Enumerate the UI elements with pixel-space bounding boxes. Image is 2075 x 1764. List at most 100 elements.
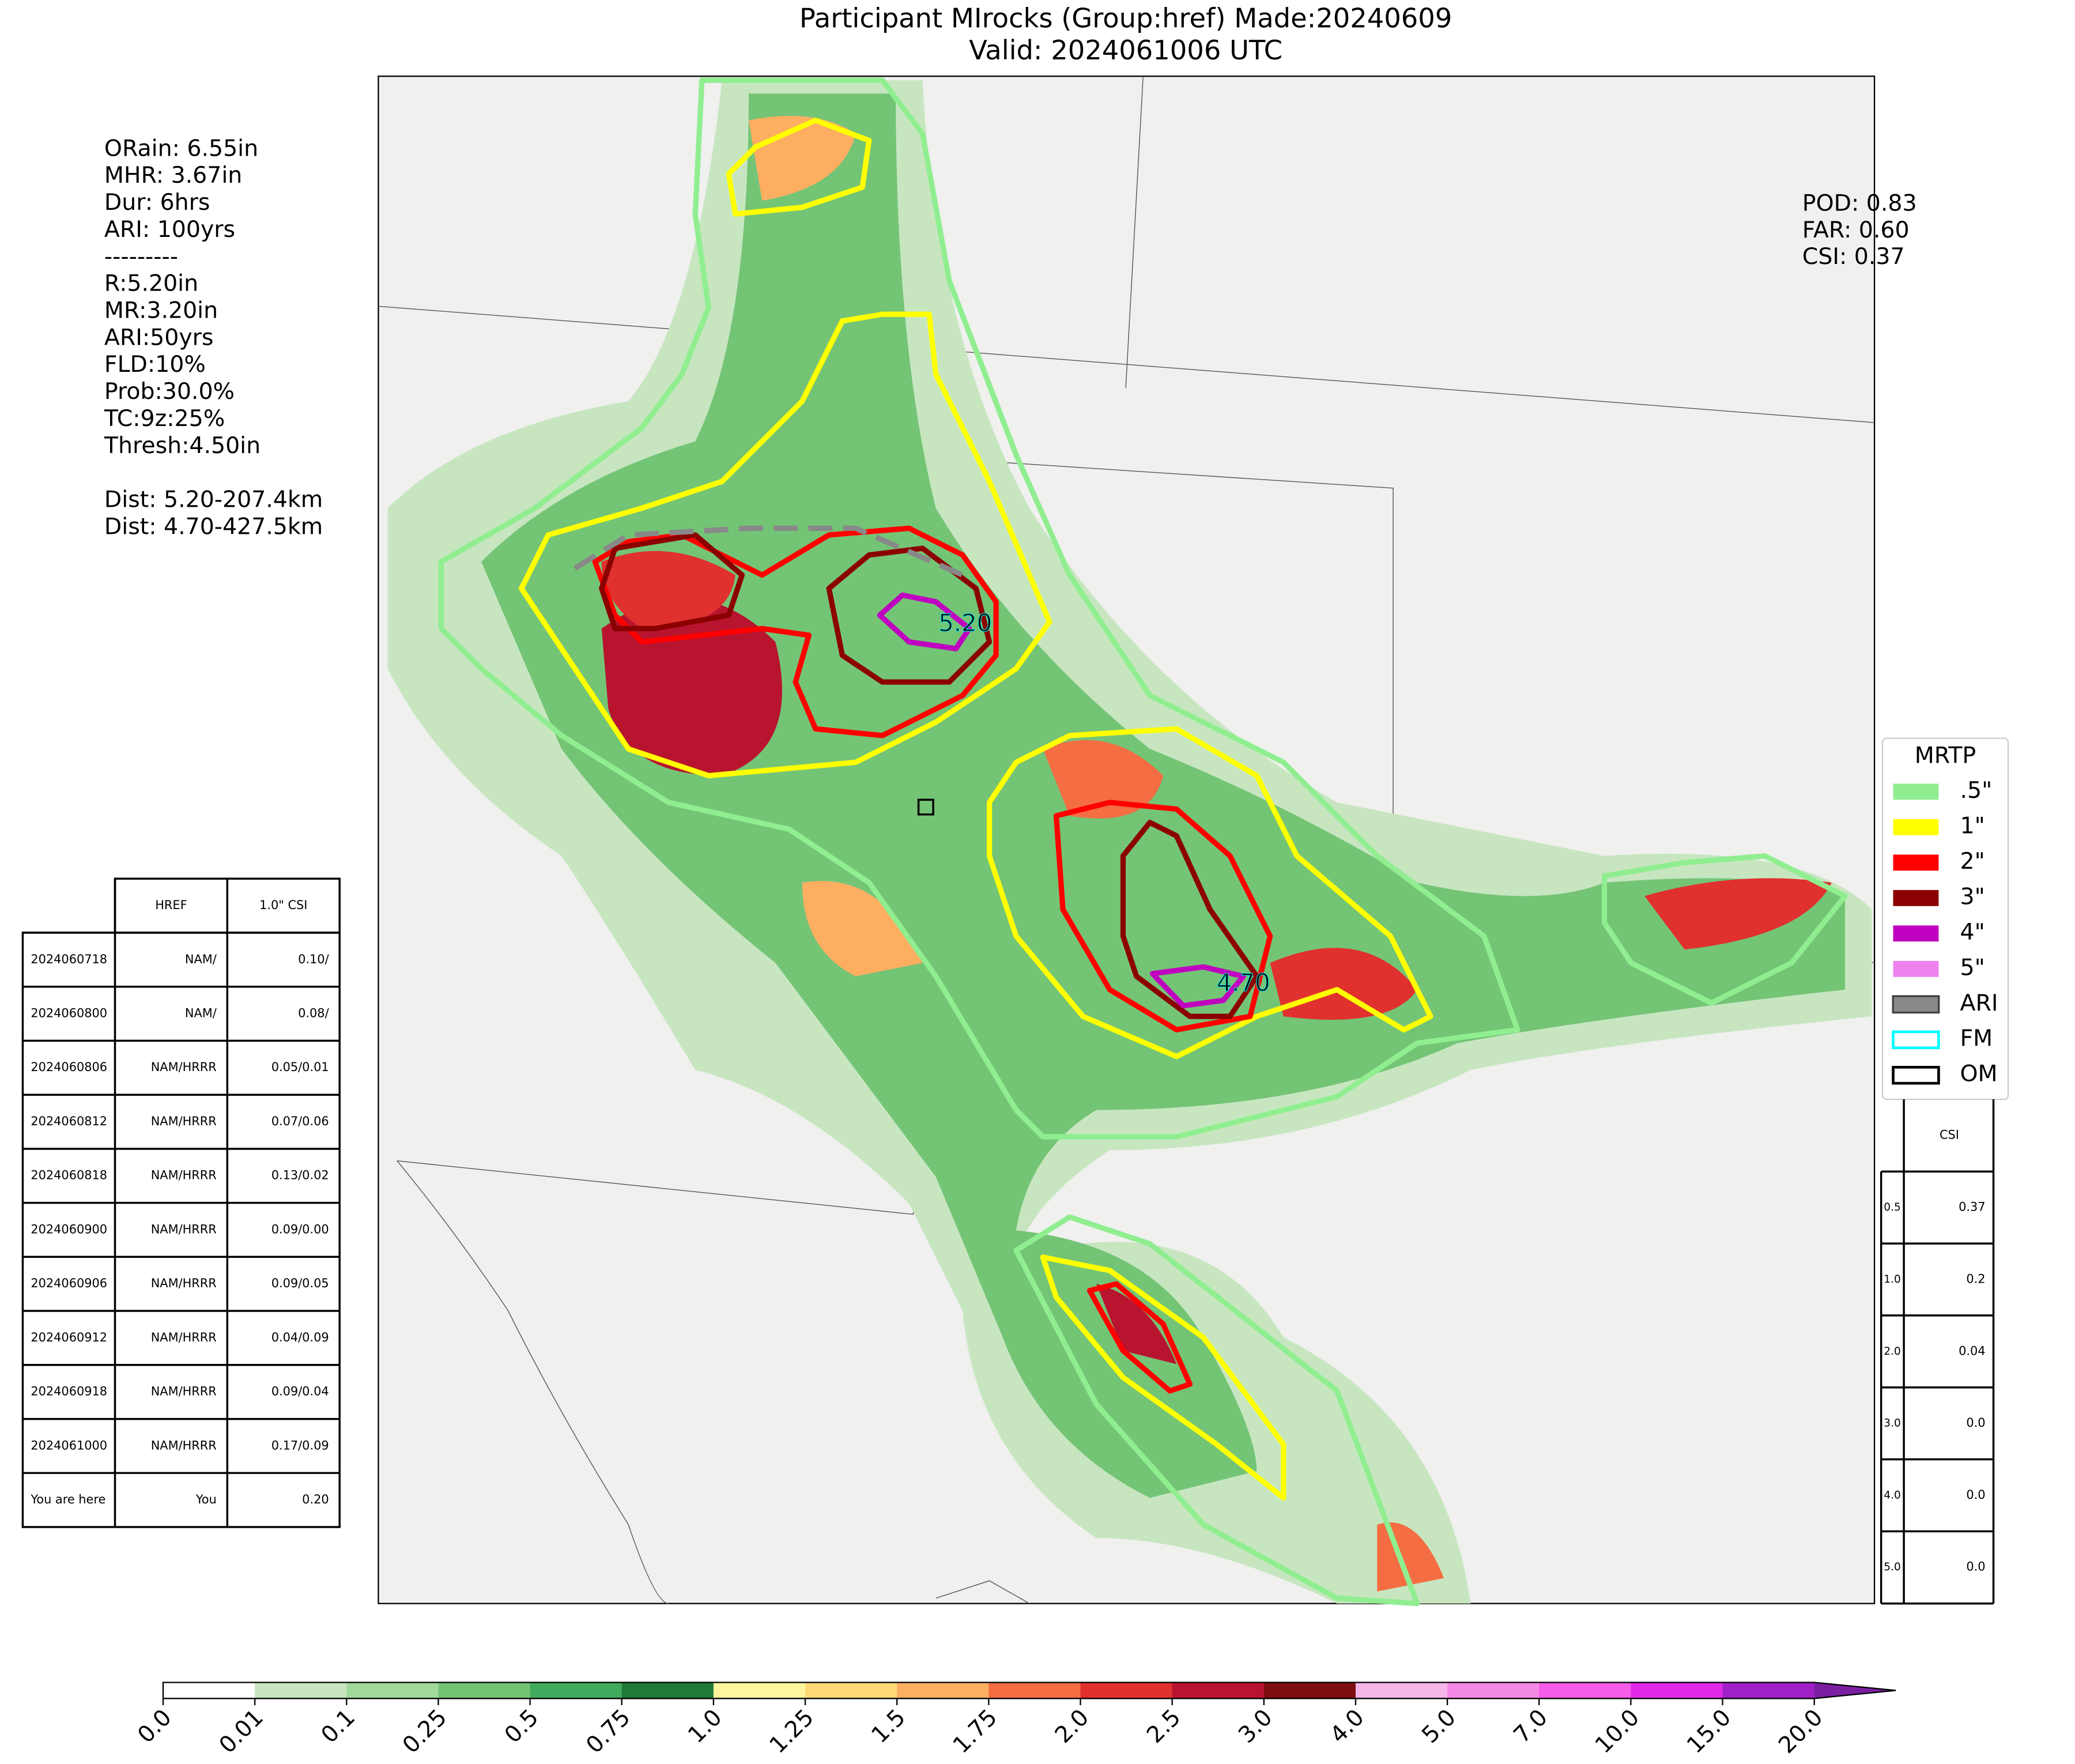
om-marker — [917, 798, 934, 816]
colorbar-label: 0.0 — [133, 1704, 177, 1748]
colorbar-segment — [1722, 1682, 1815, 1699]
table-cell: NAM/HRRR — [151, 1330, 217, 1344]
colorbar-label: 4.0 — [1325, 1704, 1369, 1748]
colorbar-segment — [346, 1682, 439, 1699]
colorbar-segment — [163, 1682, 255, 1699]
table-cell: NAM/HRRR — [151, 1222, 217, 1236]
info-line: --------- — [104, 243, 178, 270]
table-cell: 4.0 — [1884, 1489, 1900, 1501]
colorbar-label: 1.0 — [683, 1704, 727, 1748]
info-line: Thresh:4.50in — [104, 432, 261, 459]
legend-swatch — [1892, 1065, 1940, 1085]
legend: MRTP .5" 1" 2" 3" 4" 5" ARI FM OM — [1881, 737, 2009, 1100]
info-line: FLD:10% — [104, 351, 206, 378]
colorbar-label: 0.1 — [316, 1704, 360, 1748]
colorbar-segment — [805, 1682, 897, 1699]
colorbar-segment — [1539, 1682, 1632, 1699]
table-cell: 0.04/0.09 — [271, 1330, 329, 1344]
table-cell: You — [195, 1492, 217, 1506]
table-cell: 2024060918 — [31, 1385, 107, 1399]
fm-label: 4.70 — [1217, 968, 1270, 997]
legend-swatch-hatch — [1892, 996, 1940, 1013]
legend-label: 1" — [1960, 812, 1985, 839]
table-cell: 2024060718 — [31, 952, 107, 966]
table-cell: 2024060812 — [31, 1114, 107, 1128]
info-line: Prob:30.0% — [104, 378, 235, 405]
table-cell: NAM/HRRR — [151, 1060, 217, 1074]
legend-title: MRTP — [1915, 742, 1976, 769]
colorbar-label: 5.0 — [1417, 1704, 1461, 1748]
table-cell: NAM/HRRR — [151, 1169, 217, 1182]
info-line: Dur: 6hrs — [104, 189, 210, 216]
table-cell: 0.17/0.09 — [271, 1438, 329, 1452]
score-line: CSI: 0.37 — [1802, 243, 1905, 270]
info-line: MR:3.20in — [104, 297, 218, 324]
colorbar-label: 2.0 — [1050, 1704, 1094, 1748]
table-cell: 0.20 — [302, 1492, 329, 1506]
colorbar-segment — [255, 1682, 347, 1699]
colorbar-segment — [438, 1682, 531, 1699]
fm-label: 5.20 — [938, 609, 992, 637]
legend-label: OM — [1960, 1061, 1998, 1087]
table-cell: 2024060906 — [31, 1276, 107, 1290]
colorbar-segment — [621, 1682, 714, 1699]
colorbar-label: 1.5 — [866, 1704, 911, 1748]
colorbar: 0.0 0.01 0.1 0.25 0.5 0.75 1.0 1.25 1.5 1.75 2.0 2.… — [133, 1682, 1896, 1759]
colorbar-segment — [1263, 1682, 1356, 1699]
table-cell: NAM/HRRR — [151, 1385, 217, 1399]
table-cell: NAM/ — [185, 952, 217, 966]
legend-label: FM — [1960, 1025, 1993, 1051]
info-line: ORain: 6.55in — [104, 135, 258, 161]
colorbar-segment — [713, 1682, 806, 1699]
info-line: R:5.20in — [104, 270, 198, 297]
info-line: TC:9z:25% — [104, 405, 225, 432]
colorbar-label: 0.5 — [500, 1704, 544, 1748]
colorbar-label: 3.0 — [1233, 1704, 1278, 1748]
table-cell: 2024060818 — [31, 1169, 107, 1182]
legend-swatch — [1893, 889, 1939, 906]
info-line: Dist: 4.70-427.5km — [104, 513, 323, 540]
info-line: MHR: 3.67in — [104, 162, 242, 189]
table-cell: NAM/ — [185, 1007, 217, 1020]
table-cell: 0.13/0.02 — [271, 1169, 329, 1182]
table-cell: You are here — [30, 1492, 105, 1506]
table-cell: 0.0 — [1966, 1560, 1985, 1574]
legend-label: .5" — [1960, 777, 1993, 804]
info-line: ARI: 100yrs — [104, 216, 235, 243]
colorbar-label: 0.01 — [214, 1704, 269, 1759]
table-cell: 3.0 — [1884, 1418, 1900, 1430]
table-cell: 2024060900 — [31, 1222, 107, 1236]
table-cell: NAM/HRRR — [151, 1276, 217, 1290]
legend-swatch — [1893, 960, 1939, 977]
colorbar-segment — [989, 1682, 1081, 1699]
table-cell: 0.09/0.00 — [271, 1222, 329, 1236]
table-cell: 0.2 — [1966, 1272, 1985, 1286]
table-cell: 2024060800 — [31, 1007, 107, 1020]
legend-swatch — [1893, 854, 1939, 871]
table-cell: 1.0 — [1884, 1273, 1900, 1286]
colorbar-label: 7.0 — [1508, 1704, 1553, 1748]
table-cell: 2.0 — [1884, 1345, 1900, 1358]
colorbar-label: 20.0 — [1774, 1704, 1828, 1759]
colorbar-label: 15.0 — [1682, 1704, 1737, 1759]
table-cell: 0.08/ — [298, 1007, 329, 1020]
info-line: Dist: 5.20-207.4km — [104, 487, 323, 513]
colorbar-label: 0.75 — [581, 1704, 636, 1759]
map: 5.20 4.70 — [378, 76, 1876, 1607]
table-header: HREF — [155, 898, 187, 912]
table-cell: 0.04 — [1959, 1344, 1985, 1358]
legend-label: 5" — [1960, 954, 1985, 981]
title-line: Valid: 2024061006 UTC — [969, 35, 1282, 66]
colorbar-outline — [162, 1682, 1896, 1699]
colorbar-segment — [1447, 1682, 1540, 1699]
table-cell: 2024061000 — [31, 1438, 107, 1452]
legend-swatch — [1893, 819, 1939, 835]
legend-label: 2" — [1960, 848, 1985, 875]
table-cell: 0.07/0.06 — [271, 1114, 329, 1128]
colorbar-segment — [1355, 1682, 1448, 1699]
colorbar-segment — [1172, 1682, 1265, 1699]
colorbar-extend — [1814, 1682, 1896, 1699]
